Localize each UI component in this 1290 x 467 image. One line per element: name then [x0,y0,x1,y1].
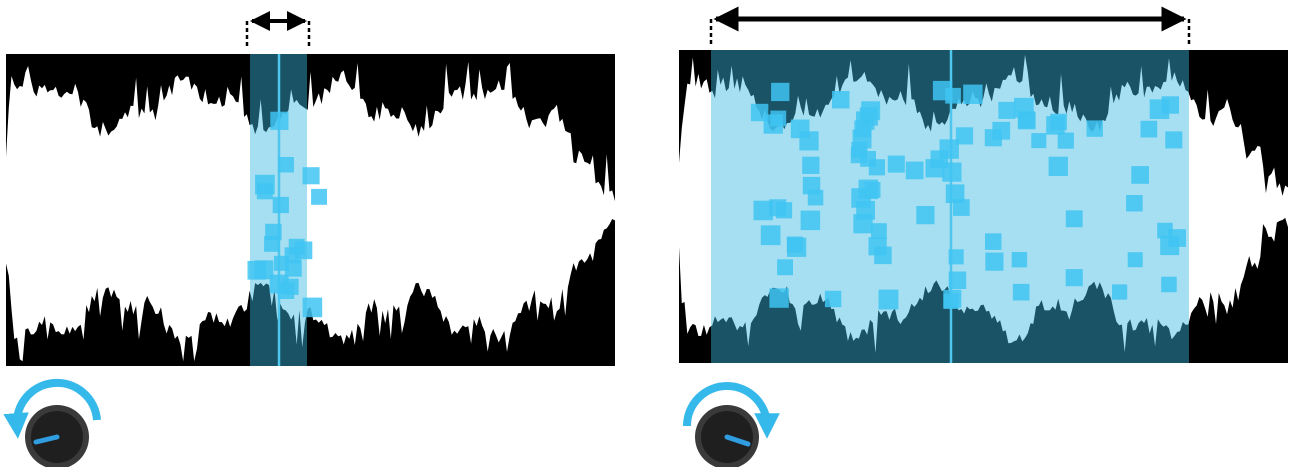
grain [874,246,892,265]
grain [264,236,280,252]
grain [769,288,789,308]
grain [787,237,807,257]
grain [943,293,959,309]
grain [932,80,953,101]
grain [856,111,875,130]
grain [769,199,787,217]
grain [760,225,781,246]
grain [302,297,323,318]
grain [1065,269,1083,287]
grain [948,271,967,289]
grain [1011,252,1028,268]
grain [985,252,1004,271]
grain [985,233,1002,250]
grain-cloud [247,111,327,318]
rotate-ccw-arrow-icon [3,378,101,439]
grain [832,91,850,109]
grain [1086,120,1103,137]
grain [916,206,935,225]
grain [750,103,769,122]
grain [998,101,1016,119]
grain [930,150,949,168]
grain [1065,210,1083,228]
grain [1140,120,1158,138]
grain [1161,276,1177,293]
grain [824,290,842,308]
grain [871,223,887,239]
grain [984,129,1002,147]
grain [953,199,970,216]
grain [878,289,899,310]
grain [256,183,273,200]
grain [284,247,301,264]
grain [284,259,302,277]
grain [852,129,872,149]
knob-pointer [724,434,751,447]
grain [302,167,320,185]
grain [887,155,905,173]
grain [853,214,873,234]
grain [777,259,793,276]
grain [945,184,965,203]
grain [270,111,289,130]
grain [278,157,294,173]
grain [771,82,790,102]
grain [247,260,267,280]
grain [955,127,974,145]
grain [802,156,820,174]
window-size-knob-ccw[interactable] [3,378,101,467]
grain [1165,131,1183,149]
grain [1161,96,1179,114]
grain [963,84,983,104]
grain [753,200,773,221]
grain [864,182,881,198]
grain [905,161,924,180]
grain [1131,166,1149,184]
grain [948,249,964,265]
panel-wide-window [679,6,1288,467]
window-size-knob-cw[interactable] [683,382,780,467]
knob-pointer [33,434,60,445]
grain [272,196,289,214]
grain-cloud [750,80,1186,310]
grain [1048,156,1068,176]
rotate-cw-arrow-icon [683,382,780,439]
grain [277,282,295,299]
grain [800,210,821,231]
grain [311,188,327,205]
grain [1031,133,1047,149]
waveform [679,54,1288,353]
panel-narrow-window [3,11,615,467]
grain [1014,97,1034,118]
grain [1012,283,1030,301]
grain [1127,252,1143,268]
grain [1126,195,1143,212]
grain [1046,116,1065,135]
grain [1168,229,1186,247]
grain [807,189,824,206]
grain [1057,132,1074,149]
grain [860,151,876,167]
grain [1112,284,1128,300]
grain [790,119,810,139]
grain [770,110,787,127]
waveform [6,61,615,362]
